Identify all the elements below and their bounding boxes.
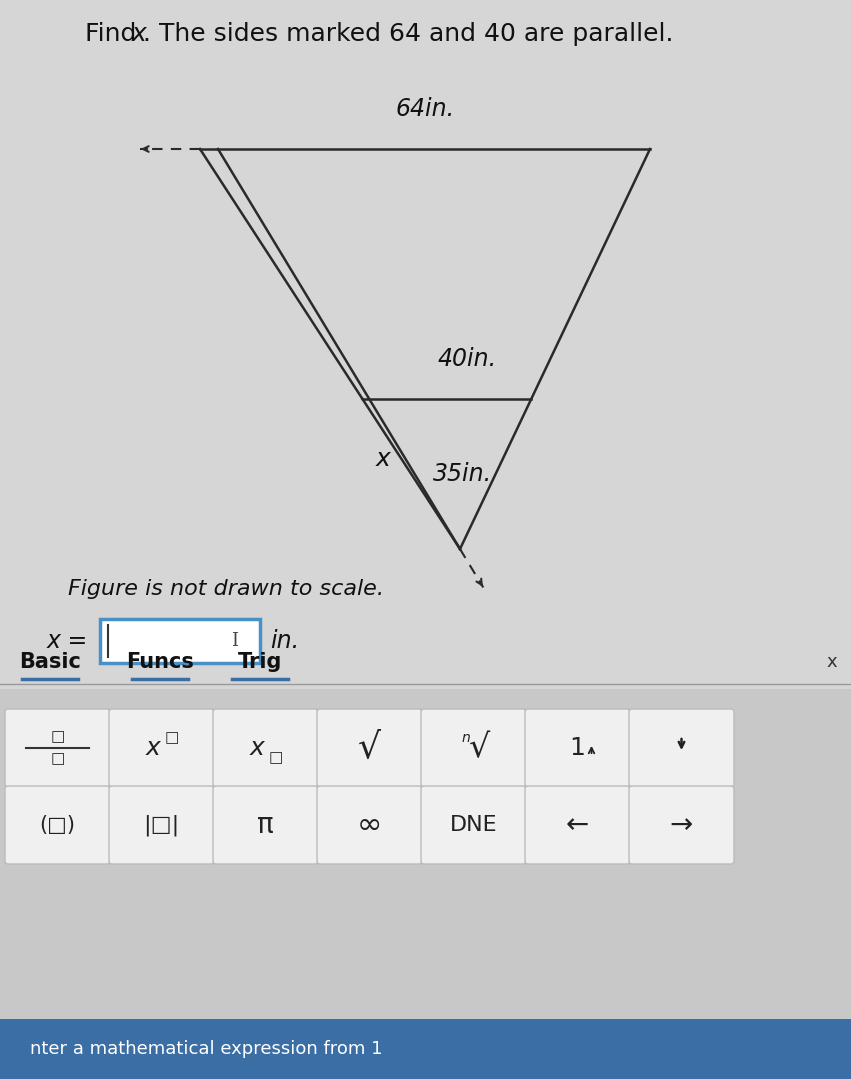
FancyBboxPatch shape <box>5 786 110 864</box>
FancyBboxPatch shape <box>629 709 734 787</box>
Text: 64in.: 64in. <box>396 97 454 121</box>
Text: Funcs: Funcs <box>126 652 194 672</box>
Text: 35in.: 35in. <box>433 462 493 486</box>
Text: √: √ <box>358 730 381 765</box>
FancyBboxPatch shape <box>109 786 214 864</box>
FancyBboxPatch shape <box>5 709 110 787</box>
Text: π: π <box>257 811 274 839</box>
Text: □: □ <box>164 730 179 746</box>
Text: Basic: Basic <box>19 652 81 672</box>
Text: →: → <box>670 811 693 839</box>
Text: 40in.: 40in. <box>437 347 496 371</box>
FancyBboxPatch shape <box>421 786 526 864</box>
Text: x: x <box>146 736 161 760</box>
Text: DNE: DNE <box>449 815 497 835</box>
Text: □: □ <box>268 751 283 765</box>
FancyBboxPatch shape <box>525 709 630 787</box>
Text: x: x <box>250 736 265 760</box>
Text: in.: in. <box>270 629 299 653</box>
Text: x: x <box>375 447 390 472</box>
Text: (□): (□) <box>39 815 76 835</box>
Text: □: □ <box>50 729 65 745</box>
Text: □: □ <box>50 751 65 766</box>
Text: n: n <box>461 730 470 745</box>
Text: . The sides marked 64 and 40 are parallel.: . The sides marked 64 and 40 are paralle… <box>143 22 673 46</box>
Text: ∞: ∞ <box>357 810 382 839</box>
Text: nter a mathematical expression from 1: nter a mathematical expression from 1 <box>30 1040 382 1058</box>
FancyBboxPatch shape <box>317 709 422 787</box>
Text: |□|: |□| <box>143 815 180 836</box>
Text: x: x <box>826 653 837 671</box>
Text: ←: ← <box>566 811 589 839</box>
FancyBboxPatch shape <box>317 786 422 864</box>
Text: Trig: Trig <box>237 652 283 672</box>
Text: Figure is not drawn to scale.: Figure is not drawn to scale. <box>68 579 384 599</box>
Bar <box>0 1019 851 1079</box>
FancyBboxPatch shape <box>100 619 260 663</box>
Text: √: √ <box>469 732 490 765</box>
Text: x: x <box>132 22 146 46</box>
FancyBboxPatch shape <box>629 786 734 864</box>
FancyBboxPatch shape <box>109 709 214 787</box>
Text: 1: 1 <box>569 736 585 760</box>
Text: x =: x = <box>47 629 88 653</box>
FancyBboxPatch shape <box>525 786 630 864</box>
FancyBboxPatch shape <box>213 786 318 864</box>
FancyBboxPatch shape <box>421 709 526 787</box>
Text: I: I <box>231 632 238 650</box>
Text: Find: Find <box>85 22 145 46</box>
FancyBboxPatch shape <box>213 709 318 787</box>
Bar <box>0 689 851 1079</box>
